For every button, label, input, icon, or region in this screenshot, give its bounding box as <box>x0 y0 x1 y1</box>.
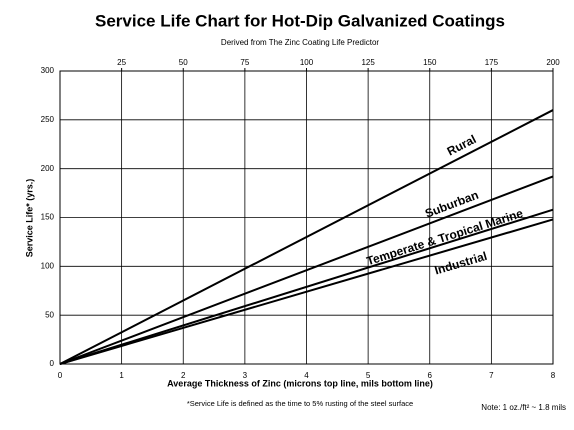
plot-frame <box>59 70 554 365</box>
x2-tick-label: 25 <box>117 58 126 67</box>
series-line <box>59 208 554 365</box>
series-line <box>59 218 554 365</box>
y-tick-label: 300 <box>41 66 55 75</box>
x-tick-label: 4 <box>304 371 309 380</box>
x-tick-label: 5 <box>366 371 371 380</box>
y-tick-label: 50 <box>45 310 54 319</box>
x2-tick-label: 75 <box>240 58 249 67</box>
y-tick-label: 150 <box>41 213 55 222</box>
note: Note: 1 oz./ft² ~ 1.8 mils <box>481 403 566 412</box>
x2-tick-label: 100 <box>300 58 314 67</box>
y-axis-label: Service Life* (yrs.) <box>24 179 34 258</box>
x2-tick-label: 175 <box>485 58 499 67</box>
x-tick-label: 7 <box>489 371 494 380</box>
x2-tick-label: 200 <box>546 58 560 67</box>
x2-tick-label: 150 <box>423 58 437 67</box>
y-tick-label: 200 <box>41 164 55 173</box>
chart-subtitle: Derived from The Zinc Coating Life Predi… <box>221 38 379 47</box>
x-tick-label: 0 <box>58 371 63 380</box>
x2-tick-label: 125 <box>361 58 375 67</box>
x2-tick-label: 50 <box>179 58 188 67</box>
series-line <box>59 109 554 365</box>
y-tick-label: 0 <box>50 359 55 368</box>
footnote: *Service Life is defined as the time to … <box>187 399 413 408</box>
x-axis-label: Average Thickness of Zinc (microns top l… <box>167 378 433 388</box>
chart-title: Service Life Chart for Hot-Dip Galvanize… <box>95 11 505 30</box>
y-tick-label: 100 <box>41 261 55 270</box>
x-tick-label: 6 <box>428 371 433 380</box>
x-tick-label: 3 <box>243 371 248 380</box>
x-tick-label: 1 <box>119 371 124 380</box>
y-tick-label: 250 <box>41 115 55 124</box>
x-tick-label: 2 <box>181 371 186 380</box>
series-label: Temperate & Tropical Marine <box>365 206 525 268</box>
series-line <box>59 175 554 365</box>
x-tick-label: 8 <box>551 371 556 380</box>
series-label: Rural <box>445 132 479 158</box>
